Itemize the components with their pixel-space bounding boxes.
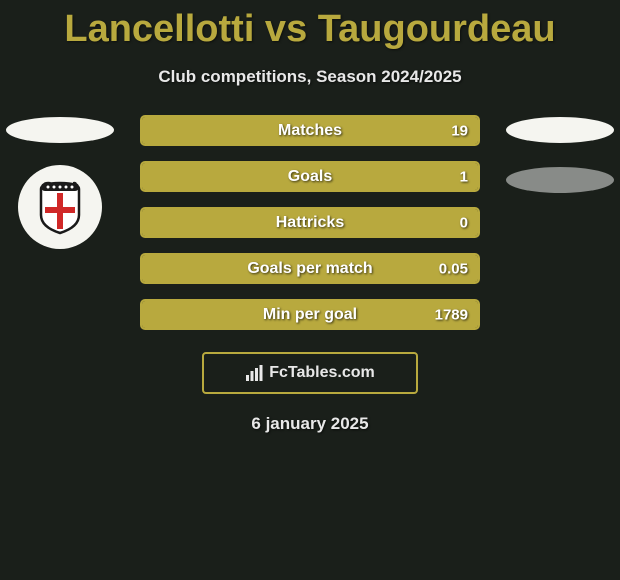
shield-icon xyxy=(37,179,83,235)
stat-bar-hattricks: Hattricks 0 xyxy=(140,207,480,238)
stat-bar-matches: Matches 19 xyxy=(140,115,480,146)
brand-text: FcTables.com xyxy=(269,364,375,382)
stat-bar-label: Hattricks xyxy=(142,214,478,232)
stat-bar-value: 0 xyxy=(460,214,468,231)
page-title: Lancellotti vs Taugourdeau xyxy=(0,0,620,51)
stat-bar-value: 1 xyxy=(460,168,468,185)
stat-bar-label: Matches xyxy=(142,122,478,140)
date-label: 6 january 2025 xyxy=(0,414,620,434)
stat-bar-value: 0.05 xyxy=(439,260,468,277)
player-right-column xyxy=(500,115,620,193)
stat-bar-value: 19 xyxy=(451,122,468,139)
page-subtitle: Club competitions, Season 2024/2025 xyxy=(0,67,620,87)
player-left-column xyxy=(0,115,120,249)
brand-box[interactable]: FcTables.com xyxy=(202,352,418,394)
stat-bar-label: Min per goal xyxy=(142,306,478,324)
player-left-oval xyxy=(6,117,114,143)
stat-bar-label: Goals per match xyxy=(142,260,478,278)
player-right-oval-2 xyxy=(506,167,614,193)
stat-bar-min-per-goal: Min per goal 1789 xyxy=(140,299,480,330)
stat-bar-label: Goals xyxy=(142,168,478,186)
stat-bars: Matches 19 Goals 1 Hattricks 0 Goals per… xyxy=(140,115,480,330)
club-badge-left xyxy=(18,165,102,249)
stat-bar-goals-per-match: Goals per match 0.05 xyxy=(140,253,480,284)
stat-bar-goals: Goals 1 xyxy=(140,161,480,192)
player-right-oval-1 xyxy=(506,117,614,143)
bar-chart-icon xyxy=(245,364,263,382)
comparison-area: Matches 19 Goals 1 Hattricks 0 Goals per… xyxy=(0,115,620,434)
stat-bar-value: 1789 xyxy=(435,306,468,323)
